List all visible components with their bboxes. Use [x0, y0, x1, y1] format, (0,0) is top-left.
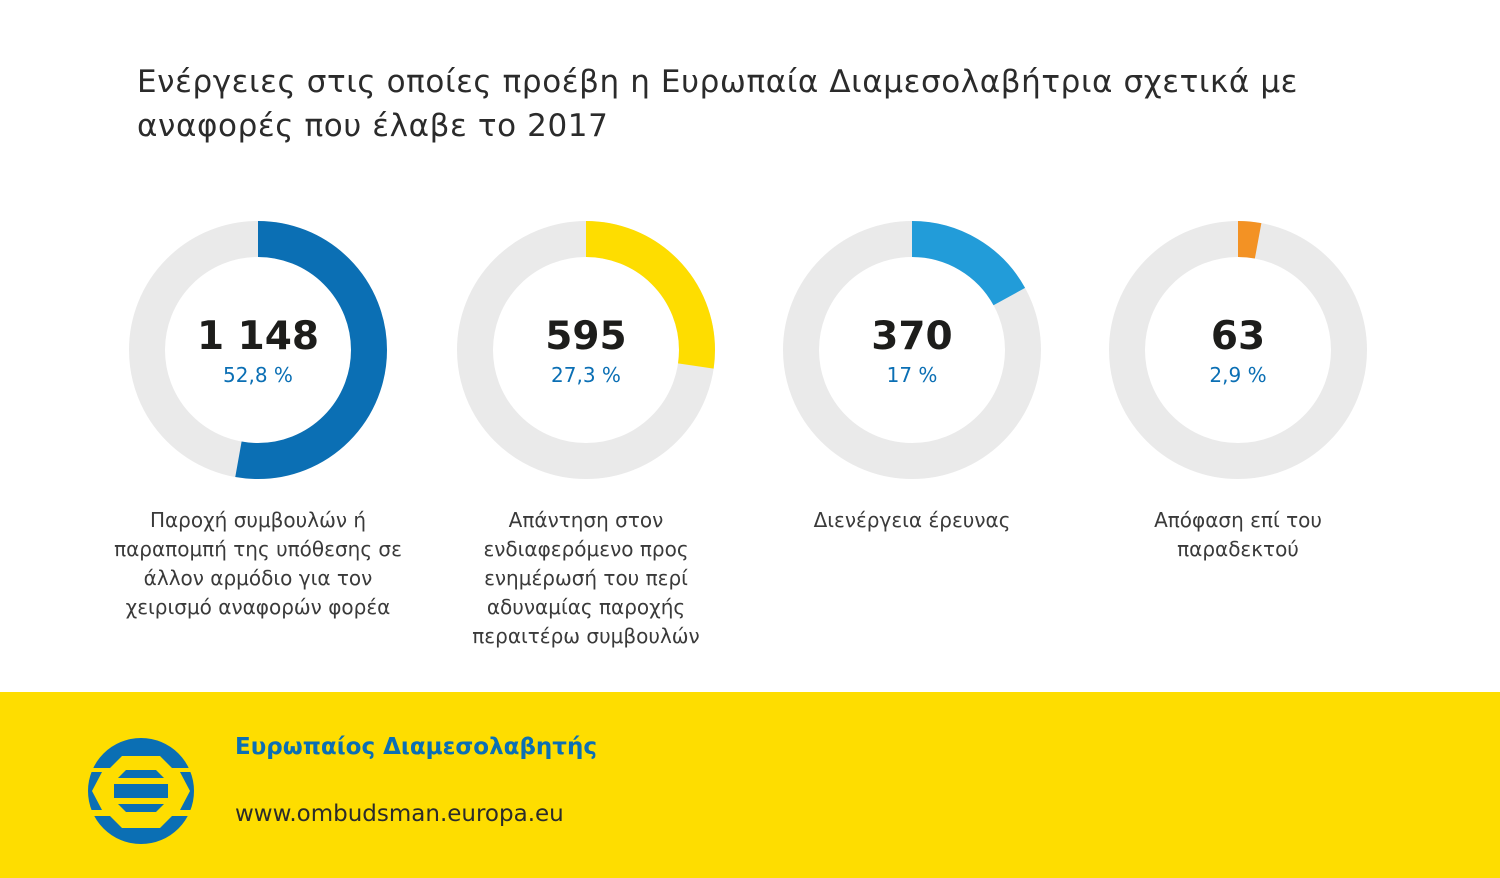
- donut-value: 63: [1210, 314, 1266, 359]
- donut-label: Παροχή συμβουλών ή παραπομπή της υπόθεση…: [114, 508, 402, 619]
- donut-card-4: 63 2,9 % Απόφαση επί του παραδεκτού: [1073, 220, 1403, 564]
- donut-card-1: 1 148 52,8 % Παροχή συμβουλών ή παραπομπ…: [93, 220, 423, 622]
- donut-arc: [457, 221, 715, 479]
- donut-card-3: 370 17 % Διενέργεια έρευνας: [747, 220, 1077, 535]
- donut-percent: 17 %: [886, 363, 938, 387]
- donut-chart-4: [1109, 221, 1367, 479]
- donut-percent: 27,3 %: [551, 363, 621, 387]
- footer-org-name: Ευρωπαίος Διαμεσολαβητής: [235, 734, 597, 760]
- donut-value: 370: [871, 314, 953, 359]
- donut-arc: [783, 221, 1041, 479]
- donut-chart-2: [457, 221, 715, 479]
- donut-chart-1: [129, 221, 387, 479]
- footer-url[interactable]: www.ombudsman.europa.eu: [235, 801, 564, 827]
- donut-arc: [1109, 221, 1367, 479]
- footer-band: [0, 692, 1500, 878]
- donut-chart-3: [783, 221, 1041, 479]
- donut-percent: 2,9 %: [1209, 363, 1267, 387]
- donut-label: Απάντηση στον ενδιαφερόμενο προς ενημέρω…: [472, 508, 700, 648]
- donut-label: Απόφαση επί του παραδεκτού: [1154, 508, 1322, 561]
- donut-value: 595: [545, 314, 627, 359]
- donut-label: Διενέργεια έρευνας: [813, 508, 1011, 532]
- chart-title: Ενέργειες στις οποίες προέβη η Ευρωπαία …: [137, 64, 1299, 144]
- donut-percent: 52,8 %: [223, 363, 293, 387]
- donut-value: 1 148: [196, 314, 320, 359]
- donut-arc: [129, 221, 387, 479]
- donut-card-2: 595 27,3 % Απάντηση στον ενδιαφερόμενο π…: [421, 220, 751, 651]
- european-ombudsman-logo-icon: [88, 738, 194, 844]
